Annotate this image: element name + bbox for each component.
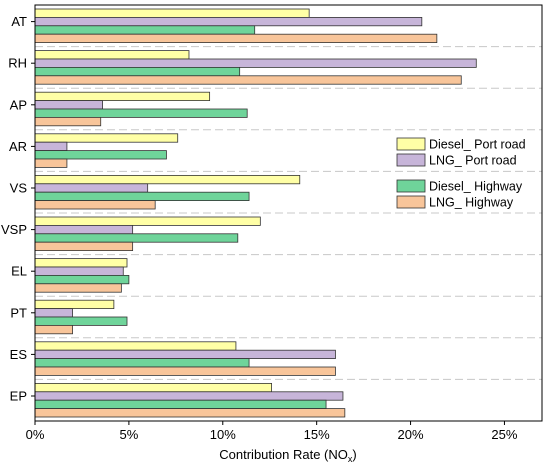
category-label-ar: AR xyxy=(9,139,27,154)
bar-rh-series-2 xyxy=(34,58,477,68)
category-label-pt: PT xyxy=(10,305,27,320)
x-axis-title: Contribution Rate (NOx) xyxy=(219,447,356,464)
bar-vs-series-1 xyxy=(34,174,301,185)
bar-ep-series-4 xyxy=(34,408,346,418)
bar-ep-series-1 xyxy=(34,382,273,393)
category-label-ep: EP xyxy=(10,389,27,404)
bar-vs-series-2 xyxy=(34,183,149,193)
bar-ep-series-2 xyxy=(34,391,344,401)
bar-vs-series-4 xyxy=(34,200,156,210)
bar-pt-series-4 xyxy=(34,324,73,335)
bar-rh-series-3 xyxy=(34,67,241,77)
bar-ar-series-1 xyxy=(34,133,179,143)
category-separators xyxy=(35,46,542,380)
bar-vs-series-3 xyxy=(34,191,250,201)
category-label-ap: AP xyxy=(10,97,27,112)
bar-at-series-3 xyxy=(34,25,256,35)
bar-es-series-1 xyxy=(34,341,237,351)
x-tick-label: 5% xyxy=(119,427,138,442)
x-tick-label: 25% xyxy=(491,427,517,442)
bar-es-series-2 xyxy=(34,349,336,360)
category-label-vsp: VSP xyxy=(1,222,27,237)
bar-ap-series-4 xyxy=(34,117,102,127)
bar-vsp-series-4 xyxy=(34,241,134,251)
axes-group xyxy=(34,4,543,422)
bar-ap-series-1 xyxy=(34,91,211,101)
bar-el-series-2 xyxy=(34,266,124,276)
legend-label-1: Diesel_ Port road xyxy=(429,138,526,152)
legend-swatch-3 xyxy=(396,179,426,193)
bar-ep-series-3 xyxy=(34,399,327,410)
category-label-es: ES xyxy=(10,347,28,362)
bar-el-series-3 xyxy=(34,274,130,285)
x-tick-label: 10% xyxy=(210,427,236,442)
legend-label-3: Diesel_ Highway xyxy=(429,180,523,194)
category-label-rh: RH xyxy=(8,56,27,71)
x-axis-title-subscript: x xyxy=(348,454,353,464)
bar-vsp-series-2 xyxy=(34,224,134,235)
x-tick-label: 20% xyxy=(398,427,424,442)
x-axis-title-main: Contribution Rate (NO xyxy=(219,447,348,462)
legend-swatch-4 xyxy=(396,195,426,209)
bar-at-series-1 xyxy=(34,8,310,18)
legend-swatch-1 xyxy=(396,137,426,151)
bar-ar-series-4 xyxy=(34,158,68,168)
bar-ar-series-3 xyxy=(34,150,167,160)
legend-swatch-2 xyxy=(396,153,426,167)
bar-rh-series-1 xyxy=(34,50,190,60)
bar-el-series-1 xyxy=(34,258,128,268)
bar-vsp-series-1 xyxy=(34,216,261,226)
x-axis-title-close: ) xyxy=(352,447,356,462)
bar-at-series-2 xyxy=(34,16,423,27)
bar-ap-series-3 xyxy=(34,108,248,118)
bar-es-series-4 xyxy=(34,366,336,376)
bar-pt-series-1 xyxy=(34,299,115,310)
bar-el-series-4 xyxy=(34,283,122,293)
bar-ar-series-2 xyxy=(34,141,68,151)
legend: Diesel_ Port road LNG_ Port road Diesel_ H… xyxy=(396,137,526,210)
plot-frame xyxy=(34,4,543,422)
category-label-vs: VS xyxy=(10,181,28,196)
bar-es-series-3 xyxy=(34,358,250,368)
legend-label-4: LNG_ Highway xyxy=(429,196,514,210)
x-ticks-group: 0% 5% 10% 15% 20% 25% xyxy=(26,421,518,442)
x-tick-label: 0% xyxy=(26,427,45,442)
bar-rh-series-4 xyxy=(34,75,462,85)
bar-pt-series-3 xyxy=(34,316,128,326)
bar-pt-series-2 xyxy=(34,308,73,318)
category-label-el: EL xyxy=(11,264,27,279)
category-labels-group: AT RH AP AR VS VSP EL PT ES EP xyxy=(1,14,35,404)
x-tick-label: 15% xyxy=(304,427,330,442)
legend-label-2: LNG_ Port road xyxy=(429,154,517,168)
bar-vsp-series-3 xyxy=(34,233,239,243)
bar-at-series-4 xyxy=(34,33,438,44)
category-label-at: AT xyxy=(11,14,27,29)
bar-ap-series-2 xyxy=(34,100,103,110)
